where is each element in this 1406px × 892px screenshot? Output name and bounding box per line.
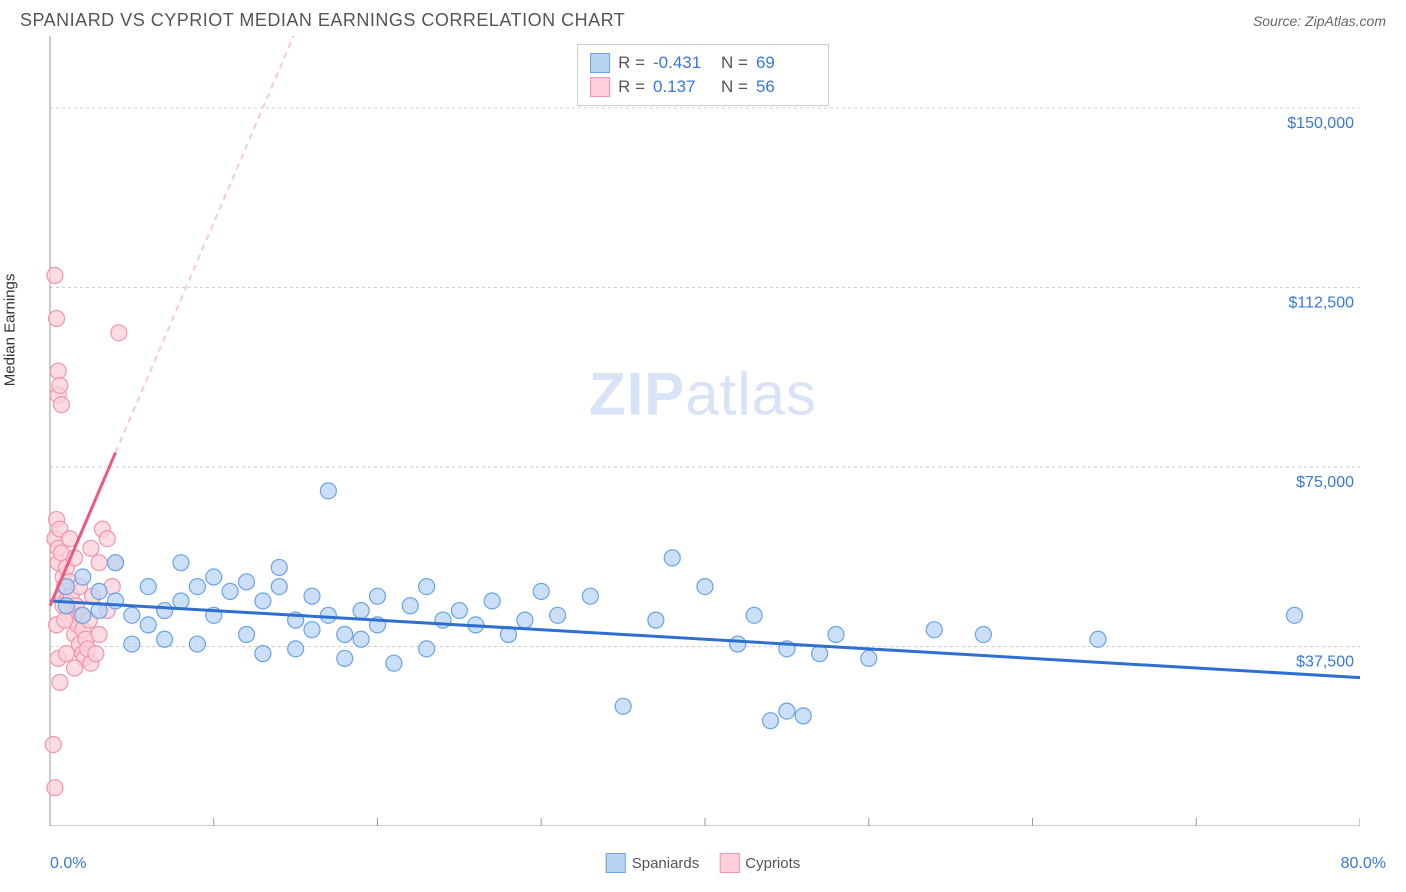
series-legend: Spaniards Cypriots [606, 853, 801, 873]
svg-text:$75,000: $75,000 [1296, 474, 1354, 491]
legend-item-cypriots: Cypriots [719, 853, 800, 873]
legend-row-spaniards: R = -0.431 N = 69 [590, 51, 816, 75]
y-axis-label: Median Earnings [2, 273, 19, 386]
x-axis-max-label: 80.0% [1341, 855, 1386, 873]
source-attribution: Source: ZipAtlas.com [1253, 13, 1386, 29]
x-axis-min-label: 0.0% [50, 855, 86, 873]
chart-container: Median Earnings ZIPatlas $37,500$75,000$… [20, 36, 1386, 831]
legend-swatch-cypriots-bottom [719, 853, 739, 873]
legend-row-cypriots: R = 0.137 N = 56 [590, 75, 816, 99]
legend-swatch-spaniards-bottom [606, 853, 626, 873]
chart-title: SPANIARD VS CYPRIOT MEDIAN EARNINGS CORR… [20, 10, 625, 31]
svg-text:$112,500: $112,500 [1288, 294, 1354, 311]
legend-swatch-cypriots [590, 77, 610, 97]
chart-header: SPANIARD VS CYPRIOT MEDIAN EARNINGS CORR… [0, 0, 1406, 36]
svg-text:$37,500: $37,500 [1296, 653, 1354, 670]
legend-item-spaniards: Spaniards [606, 853, 700, 873]
svg-text:$150,000: $150,000 [1287, 115, 1354, 132]
scatter-chart: $37,500 $75,000 $112,500 $150,000 [20, 36, 1360, 826]
correlation-legend: R = -0.431 N = 69 R = 0.137 N = 56 [577, 44, 829, 106]
legend-swatch-spaniards [590, 53, 610, 73]
